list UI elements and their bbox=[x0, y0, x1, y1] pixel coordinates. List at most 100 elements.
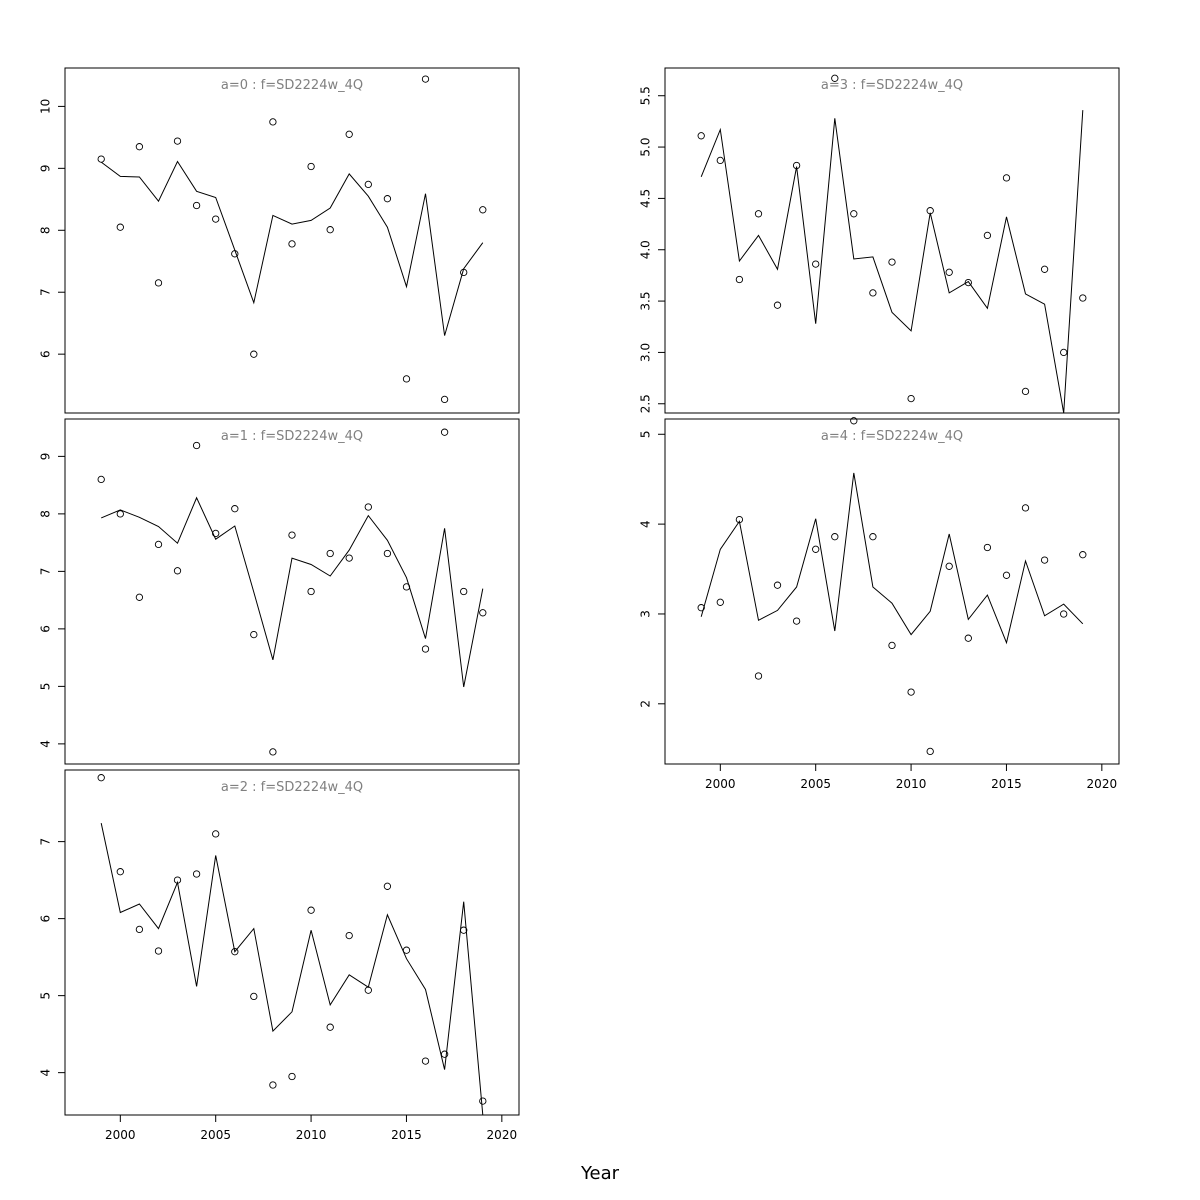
observed-point bbox=[926, 747, 934, 756]
observed-point bbox=[231, 505, 239, 513]
observed-point bbox=[116, 510, 124, 518]
y-tick-label: 6 bbox=[39, 915, 53, 923]
observed-point bbox=[754, 210, 763, 218]
observed-point bbox=[231, 948, 239, 956]
observed-point bbox=[716, 598, 724, 606]
observed-point bbox=[850, 417, 858, 425]
observed-point bbox=[250, 630, 258, 639]
y-tick-label: 2 bbox=[639, 700, 653, 708]
observed-point bbox=[383, 549, 392, 558]
x-axis-label: Year bbox=[580, 1163, 620, 1184]
y-axis: 6 7 8 9 10 bbox=[39, 99, 65, 358]
y-tick-label: 5.5 bbox=[639, 86, 653, 105]
observed-point bbox=[326, 1023, 334, 1031]
observed-point bbox=[345, 130, 353, 138]
observed-point bbox=[716, 156, 724, 165]
observed-point bbox=[440, 1050, 449, 1058]
observed-point bbox=[460, 926, 468, 934]
x-tick-label: 2015 bbox=[991, 777, 1022, 791]
observed-point bbox=[735, 515, 744, 524]
observed-point bbox=[773, 581, 782, 589]
panel-frame bbox=[64, 769, 520, 1116]
x-tick-label: 2005 bbox=[200, 1128, 231, 1142]
observed-point bbox=[792, 617, 801, 625]
observed-point bbox=[1060, 610, 1068, 618]
observed-point bbox=[307, 162, 315, 171]
observed-point bbox=[907, 688, 915, 696]
observed-point bbox=[307, 587, 315, 596]
observed-point bbox=[850, 210, 858, 218]
x-axis: 2000 2005 2010 2015 2020 bbox=[705, 763, 1118, 791]
panel-title: a=4 : f=SD2224w_4Q bbox=[821, 429, 963, 444]
observed-point bbox=[345, 554, 353, 562]
observed-point bbox=[479, 206, 487, 214]
observed-point bbox=[1040, 556, 1049, 564]
y-tick-label: 5 bbox=[639, 430, 653, 438]
x-tick-label: 2020 bbox=[1087, 777, 1118, 791]
observed-point bbox=[269, 1081, 277, 1089]
observed-point bbox=[964, 634, 972, 642]
y-tick-label: 10 bbox=[39, 99, 53, 114]
observed-point bbox=[173, 137, 182, 145]
observed-point bbox=[945, 562, 953, 570]
observed-points bbox=[97, 774, 487, 1105]
y-tick-label: 4.5 bbox=[639, 189, 653, 208]
observed-point bbox=[97, 475, 105, 484]
observed-point bbox=[479, 1097, 487, 1105]
y-tick-label: 2.5 bbox=[639, 394, 653, 413]
observed-point bbox=[97, 155, 105, 163]
observed-point bbox=[402, 946, 411, 954]
observed-point bbox=[907, 394, 915, 403]
observed-point bbox=[192, 870, 201, 878]
observed-point bbox=[383, 882, 392, 890]
observed-point bbox=[192, 441, 201, 450]
panels-layer: a=0 : f=SD2224w_4Q 6 7 8 9 10 a=1 : f=SD2224w_… bbox=[39, 67, 1120, 1142]
panel-frame bbox=[64, 418, 520, 765]
observed-points bbox=[97, 428, 487, 756]
panel-title: a=3 : f=SD2224w_4Q bbox=[821, 78, 963, 93]
fitted-line bbox=[101, 496, 484, 688]
y-tick-label: 6 bbox=[39, 350, 53, 358]
fitted-line bbox=[100, 822, 484, 1115]
observed-point bbox=[154, 279, 163, 287]
y-tick-label: 3.0 bbox=[639, 343, 653, 362]
observed-point bbox=[135, 593, 144, 601]
observed-point bbox=[288, 240, 296, 248]
y-tick-label: 8 bbox=[39, 226, 53, 234]
observed-point bbox=[212, 529, 220, 538]
observed-point bbox=[383, 195, 392, 203]
observed-point bbox=[135, 143, 144, 151]
observed-point bbox=[479, 609, 487, 617]
observed-point bbox=[154, 540, 163, 549]
y-axis: 2 3 4 5 bbox=[639, 430, 665, 708]
panel-0: a=0 : f=SD2224w_4Q 6 7 8 9 10 bbox=[39, 67, 520, 414]
observed-point bbox=[250, 350, 258, 358]
observed-point bbox=[888, 641, 896, 650]
y-tick-label: 5 bbox=[39, 992, 53, 1000]
observed-point bbox=[364, 180, 372, 189]
observed-point bbox=[945, 268, 953, 276]
observed-point bbox=[421, 1057, 430, 1065]
y-tick-label: 7 bbox=[39, 838, 53, 846]
panel-frame bbox=[664, 67, 1120, 414]
observed-point bbox=[831, 74, 839, 82]
y-tick-label: 7 bbox=[39, 288, 53, 296]
observed-point bbox=[964, 278, 972, 287]
panel-title: a=1 : f=SD2224w_4Q bbox=[221, 429, 363, 444]
observed-point bbox=[326, 549, 334, 558]
observed-point bbox=[460, 587, 468, 596]
observed-point bbox=[269, 118, 277, 126]
observed-point bbox=[364, 503, 372, 511]
observed-point bbox=[231, 250, 239, 258]
observed-point bbox=[926, 207, 934, 215]
observed-point bbox=[1002, 571, 1011, 579]
panel-title: a=0 : f=SD2224w_4Q bbox=[221, 78, 363, 93]
y-tick-label: 4 bbox=[639, 520, 653, 528]
observed-point bbox=[116, 868, 124, 876]
observed-point bbox=[983, 231, 992, 240]
observed-points bbox=[697, 74, 1087, 403]
observed-point bbox=[173, 876, 182, 884]
observed-point bbox=[402, 375, 411, 383]
x-tick-label: 2010 bbox=[896, 777, 927, 791]
